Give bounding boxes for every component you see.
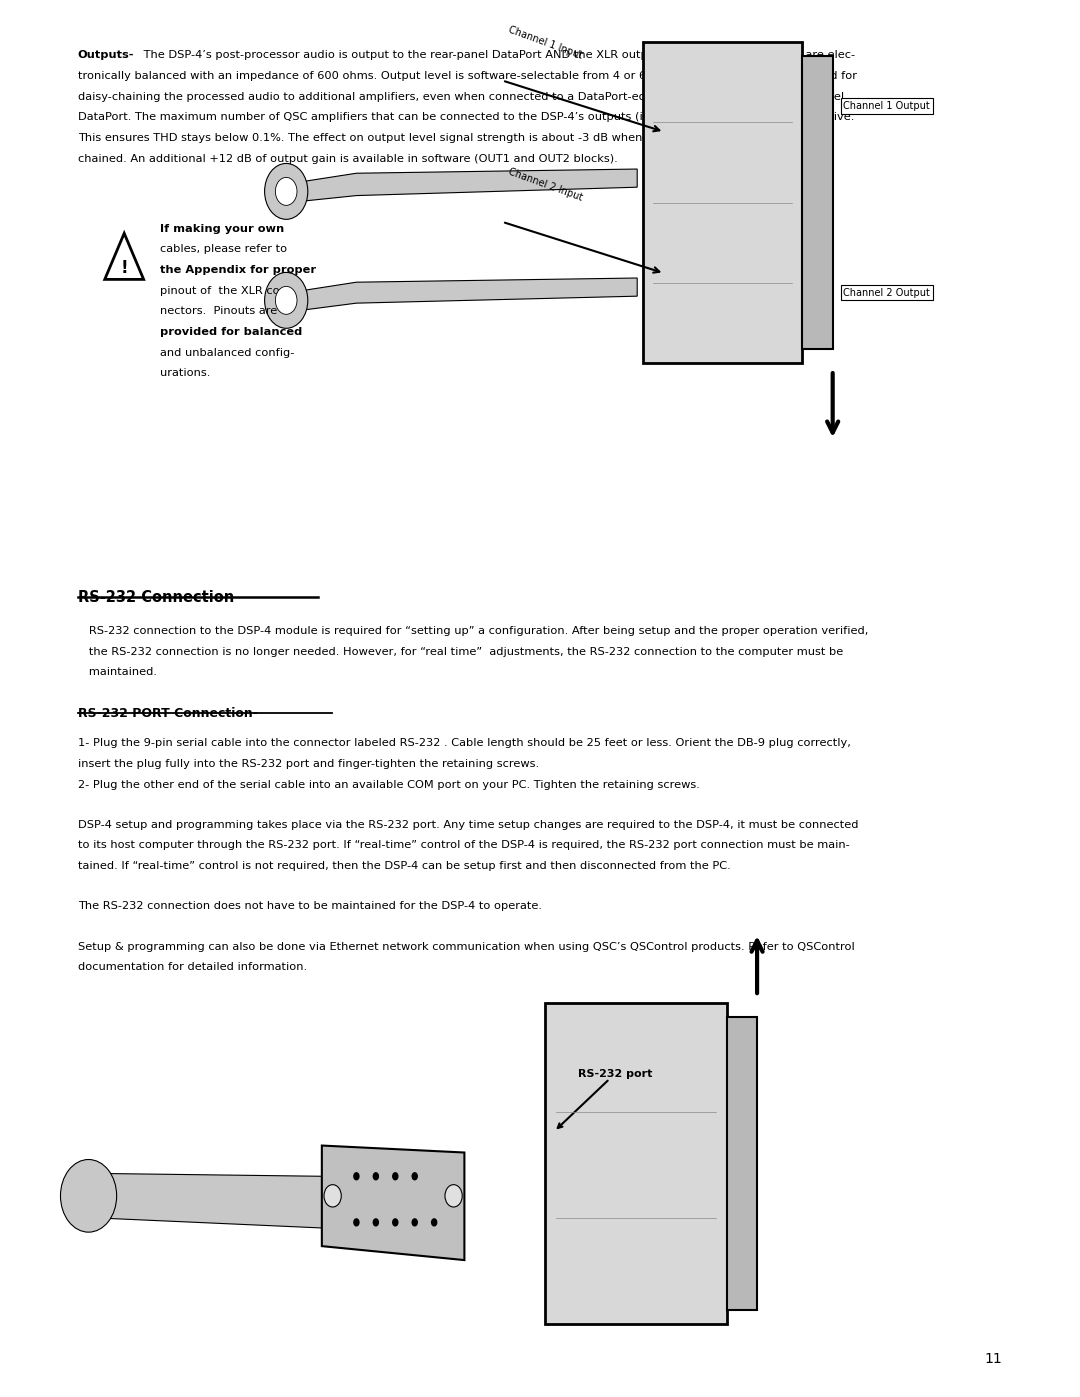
- Circle shape: [60, 1160, 117, 1232]
- Text: If making your own: If making your own: [160, 224, 284, 233]
- Text: provided for balanced: provided for balanced: [160, 327, 302, 337]
- Circle shape: [265, 272, 308, 328]
- FancyBboxPatch shape: [545, 1003, 727, 1324]
- Polygon shape: [103, 1173, 322, 1228]
- Circle shape: [411, 1218, 418, 1227]
- Text: Outputs-: Outputs-: [78, 50, 134, 60]
- Polygon shape: [302, 278, 637, 310]
- Text: cables, please refer to: cables, please refer to: [160, 244, 287, 254]
- Text: tained. If “real-time” control is not required, then the DSP-4 can be setup firs: tained. If “real-time” control is not re…: [78, 861, 730, 872]
- Text: 2- Plug the other end of the serial cable into an available COM port on your PC.: 2- Plug the other end of the serial cabl…: [78, 780, 700, 789]
- Text: insert the plug fully into the RS-232 port and finger-tighten the retaining scre: insert the plug fully into the RS-232 po…: [78, 759, 539, 768]
- Text: Channel 2 Output: Channel 2 Output: [843, 288, 930, 298]
- Text: Setup & programming can also be done via Ethernet network communication when usi: Setup & programming can also be done via…: [78, 942, 854, 951]
- FancyBboxPatch shape: [727, 1017, 757, 1310]
- Circle shape: [445, 1185, 462, 1207]
- Text: !: !: [120, 258, 129, 277]
- Circle shape: [411, 1172, 418, 1180]
- Text: urations.: urations.: [160, 369, 211, 379]
- Text: and unbalanced config-: and unbalanced config-: [160, 348, 294, 358]
- FancyBboxPatch shape: [802, 56, 833, 349]
- Text: the Appendix for proper: the Appendix for proper: [160, 265, 316, 275]
- Circle shape: [353, 1218, 360, 1227]
- Circle shape: [392, 1218, 399, 1227]
- Text: RS-232 PORT Connection-: RS-232 PORT Connection-: [78, 707, 258, 721]
- Polygon shape: [105, 233, 144, 279]
- Circle shape: [431, 1218, 437, 1227]
- Text: RS-232 Connection: RS-232 Connection: [78, 590, 234, 605]
- FancyBboxPatch shape: [643, 42, 802, 363]
- Text: RS-232 connection to the DSP-4 module is required for “setting up” a configurati: RS-232 connection to the DSP-4 module is…: [78, 626, 868, 636]
- Circle shape: [265, 163, 308, 219]
- Text: 11: 11: [985, 1352, 1002, 1366]
- Circle shape: [275, 177, 297, 205]
- Text: maintained.: maintained.: [78, 668, 157, 678]
- Text: DataPort. The maximum number of QSC amplifiers that can be connected to the DSP-: DataPort. The maximum number of QSC ampl…: [78, 112, 854, 123]
- Text: documentation for detailed information.: documentation for detailed information.: [78, 963, 307, 972]
- Text: pinout of  the XLR con-: pinout of the XLR con-: [160, 285, 291, 296]
- Text: Channel 1 Input: Channel 1 Input: [507, 25, 584, 61]
- Circle shape: [324, 1185, 341, 1207]
- Polygon shape: [322, 1146, 464, 1260]
- Text: the RS-232 connection is no longer needed. However, for “real time”  adjustments: the RS-232 connection is no longer neede…: [78, 647, 843, 657]
- Text: This ensures THD stays below 0.1%. The effect on output level signal strength is: This ensures THD stays below 0.1%. The e…: [78, 133, 810, 142]
- Circle shape: [373, 1172, 379, 1180]
- Circle shape: [275, 286, 297, 314]
- Text: 1- Plug the 9-pin serial cable into the connector labeled RS-232 . Cable length : 1- Plug the 9-pin serial cable into the …: [78, 738, 851, 749]
- Text: nectors.  Pinouts are: nectors. Pinouts are: [160, 306, 278, 316]
- Text: tronically balanced with an impedance of 600 ohms. Output level is software-sele: tronically balanced with an impedance of…: [78, 71, 856, 81]
- Circle shape: [353, 1172, 360, 1180]
- Text: Channel 2 Input: Channel 2 Input: [507, 166, 584, 203]
- Text: DSP-4 setup and programming takes place via the RS-232 port. Any time setup chan: DSP-4 setup and programming takes place …: [78, 820, 859, 830]
- Circle shape: [373, 1218, 379, 1227]
- Text: daisy-chaining the processed audio to additional amplifiers, even when connected: daisy-chaining the processed audio to ad…: [78, 92, 843, 102]
- Text: to its host computer through the RS-232 port. If “real-time” control of the DSP-: to its host computer through the RS-232 …: [78, 841, 850, 851]
- Text: The RS-232 connection does not have to be maintained for the DSP-4 to operate.: The RS-232 connection does not have to b…: [78, 901, 542, 911]
- Polygon shape: [302, 169, 637, 201]
- Circle shape: [392, 1172, 399, 1180]
- Text: The DSP-4’s post-processor audio is output to the rear-panel DataPort AND the XL: The DSP-4’s post-processor audio is outp…: [140, 50, 855, 60]
- Text: chained. An additional +12 dB of output gain is available in software (OUT1 and : chained. An additional +12 dB of output …: [78, 154, 618, 163]
- Text: Channel 1 Output: Channel 1 Output: [843, 101, 930, 112]
- Text: RS-232 port: RS-232 port: [557, 1069, 652, 1127]
